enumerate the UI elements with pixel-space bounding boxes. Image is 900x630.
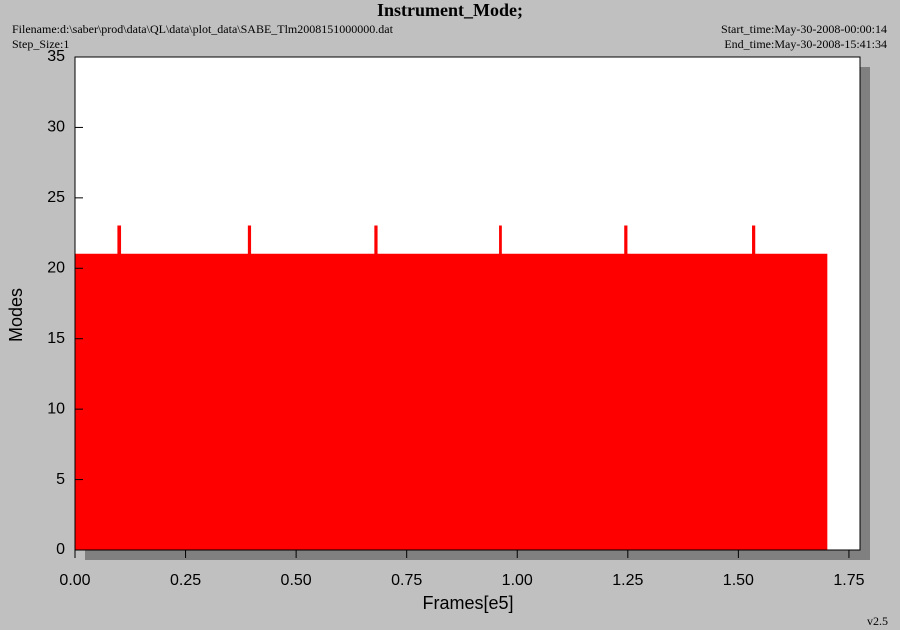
- x-tick-label: 0.50: [281, 572, 312, 589]
- area: [74, 225, 828, 551]
- chart-title: Instrument_Mode;: [377, 0, 523, 20]
- y-tick-label: 35: [47, 48, 65, 65]
- step-size: Step_Size:1: [12, 37, 69, 51]
- y-tick-label: 5: [56, 471, 65, 488]
- x-tick-label: 0.00: [59, 572, 90, 589]
- x-tick-label: 0.75: [391, 572, 422, 589]
- x-tick-label: 1.50: [723, 572, 754, 589]
- x-axis-label: Frames[e5]: [422, 593, 513, 613]
- x-tick-label: 1.25: [612, 572, 643, 589]
- x-tick-label: 1.75: [833, 572, 864, 589]
- y-tick-label: 0: [56, 541, 65, 558]
- y-tick-label: 20: [47, 260, 65, 277]
- x-tick-label: 1.00: [502, 572, 533, 589]
- start-time: Start_time:May-30-2008-00:00:14: [721, 22, 887, 36]
- plot-frame: [74, 56, 861, 551]
- filename: Filename:d:\saber\prod\data\QL\data\plot…: [12, 22, 394, 36]
- end-time: End_time:May-30-2008-15:41:34: [724, 37, 887, 51]
- y-tick-label: 30: [47, 119, 65, 136]
- x-tick-label: 0.25: [170, 572, 201, 589]
- y-tick-label: 15: [47, 330, 65, 347]
- y-tick-label: 25: [47, 189, 65, 206]
- y-axis-label: Modes: [6, 288, 26, 342]
- y-tick-label: 10: [47, 400, 65, 417]
- version: v2.5: [867, 614, 888, 628]
